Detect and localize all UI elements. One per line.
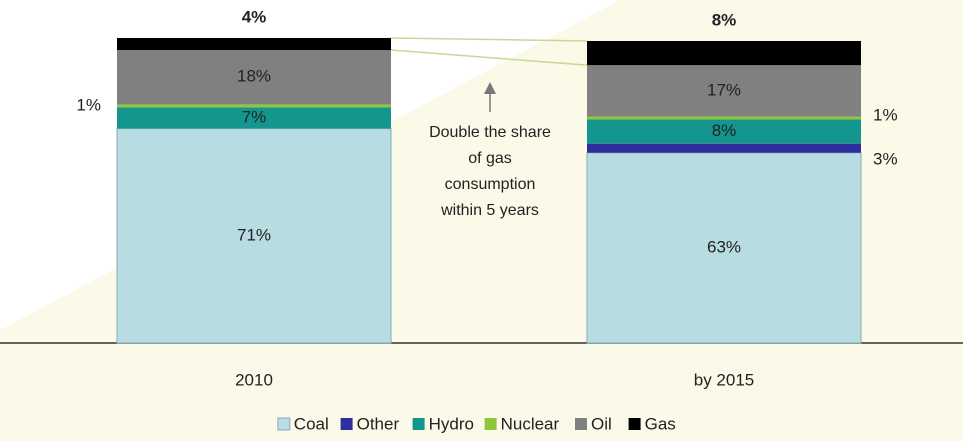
- legend-swatch: [277, 417, 291, 431]
- legend-swatch: [484, 418, 497, 430]
- legend-label: Oil: [591, 414, 612, 433]
- connector: [390, 49, 588, 66]
- legend-swatch: [412, 418, 425, 430]
- data-label: 17%: [707, 80, 741, 99]
- x-tick-label: 2010: [235, 370, 273, 389]
- annotation-line: of gas: [468, 150, 512, 167]
- legend-label: Hydro: [429, 414, 474, 433]
- annotation-line: consumption: [445, 176, 536, 193]
- annotation-line: within 5 years: [440, 202, 539, 219]
- legend-swatch: [575, 418, 587, 430]
- legend-swatch: [340, 418, 353, 430]
- bar-segment: [586, 152, 862, 344]
- bar-segment: [117, 37, 391, 51]
- data-label: 1%: [76, 95, 101, 114]
- legend-label: Nuclear: [501, 414, 560, 433]
- bar-segment: [587, 65, 861, 117]
- bar-segment: [117, 50, 391, 105]
- data-label: 7%: [242, 107, 267, 126]
- connector: [390, 37, 588, 42]
- bar-segment: [116, 128, 392, 344]
- data-label: 71%: [237, 225, 271, 244]
- bar-segment: [587, 119, 861, 144]
- data-label: 4%: [242, 7, 267, 26]
- arrow-head: [484, 82, 496, 94]
- bar-segment: [587, 116, 861, 120]
- bar-segment: [117, 104, 391, 108]
- data-label: 1%: [873, 105, 898, 124]
- legend-swatch: [628, 418, 641, 430]
- bar-segment: [117, 107, 391, 129]
- annotation: Double the share of gas consumption within …: [429, 124, 551, 219]
- data-label: 63%: [707, 237, 741, 256]
- data-label: 3%: [873, 150, 898, 169]
- legend-label: Coal: [294, 414, 329, 433]
- legend-label: Other: [357, 414, 400, 433]
- bar-segment: [587, 41, 861, 66]
- data-label: 8%: [712, 10, 737, 29]
- legend-label: Gas: [645, 414, 676, 433]
- data-label: 8%: [712, 121, 737, 140]
- bar-segment: [587, 143, 861, 153]
- annotation-line: Double the share: [429, 124, 551, 141]
- data-label: 18%: [237, 67, 271, 86]
- x-tick-label: by 2015: [694, 370, 755, 389]
